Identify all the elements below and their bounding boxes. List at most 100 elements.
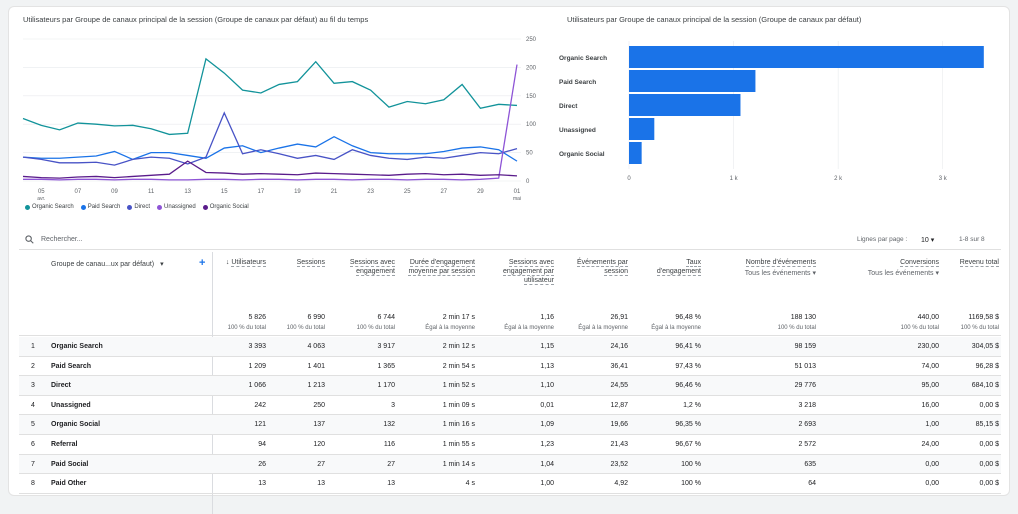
column-header-label: Durée d'engagement moyenne par session: [408, 259, 475, 276]
x-tick-label: 09: [111, 189, 118, 195]
row-index: 1: [31, 343, 35, 350]
x-tick-label: 2 k: [834, 176, 843, 182]
row-value: 230,00: [917, 343, 939, 350]
bar[interactable]: [629, 46, 984, 68]
bar-category-label: Unassigned: [559, 127, 596, 134]
row-value: 120: [313, 440, 325, 448]
row-value: 4 s: [465, 480, 475, 488]
y-tick-label: 100: [526, 122, 537, 128]
row-value: 95,00: [921, 382, 939, 390]
row-value: 1 401: [307, 362, 325, 370]
x-tick-label: 1 k: [730, 176, 739, 182]
rows-per-page-select[interactable]: 10 ▾: [921, 236, 934, 244]
row-dimension[interactable]: Paid Other: [51, 480, 87, 488]
column-header[interactable]: Revenu total: [939, 258, 999, 267]
row-index: 6: [31, 440, 35, 448]
row-value: 0,00 $: [979, 401, 999, 409]
legend-item: Direct: [127, 204, 150, 210]
row-value: 27: [317, 460, 325, 468]
x-tick-sublabel: mai: [513, 196, 521, 202]
legend-swatch: [202, 204, 208, 210]
table-row[interactable]: 2 Paid Search 1 209 1 401 1 365 2 min 54 s 1,1…: [19, 357, 1001, 377]
row-index: 7: [31, 460, 35, 468]
column-header[interactable]: ↓ Utilisateurs: [206, 258, 266, 267]
row-value: 74,00: [921, 362, 939, 370]
row-value: 1 min 55 s: [442, 440, 475, 448]
x-tick-label: 01: [514, 189, 521, 195]
column-header[interactable]: Sessions: [265, 258, 325, 267]
column-total: 6 990 100 % du total: [265, 312, 325, 334]
total-percentage: Égal à la moyenne: [651, 325, 701, 331]
column-header[interactable]: Sessions avec engagement par utilisateur: [484, 258, 554, 285]
total-percentage: 100 % du total: [960, 325, 999, 331]
row-value: 1,15: [540, 343, 554, 350]
row-dimension[interactable]: Organic Social: [51, 421, 101, 429]
table-header: Groupe de canau...ux par défaut) ▾ + ↓ U…: [19, 252, 1001, 336]
bar[interactable]: [629, 142, 642, 164]
row-value: 132: [383, 421, 395, 429]
row-dimension[interactable]: Organic Search: [51, 343, 103, 350]
row-value: 1 min 16 s: [442, 421, 475, 429]
row-dimension[interactable]: Unassigned: [51, 401, 91, 409]
row-index: 2: [31, 362, 35, 370]
bar[interactable]: [629, 70, 756, 92]
row-value: 27: [387, 460, 395, 468]
column-header-label: Sessions: [296, 259, 325, 267]
row-value: 100 %: [681, 480, 701, 488]
total-value: 1169,58 $: [968, 314, 999, 321]
table-row[interactable]: 7 Paid Social 26 27 27 1 min 14 s 1,04 23,52 100…: [19, 454, 1001, 475]
table-row[interactable]: 8 Paid Other 13 13 13 4 s 1,00 4,92 100 % 64 0,00 0…: [19, 474, 1001, 494]
row-value: 4,92: [614, 480, 628, 488]
bar[interactable]: [629, 94, 741, 116]
column-total: 6 744 100 % du total: [335, 312, 395, 334]
legend-item: Organic Search: [25, 204, 74, 210]
row-dimension[interactable]: Paid Social: [51, 460, 89, 468]
row-value: 13: [317, 480, 325, 488]
search-input[interactable]: Rechercher...: [41, 236, 83, 243]
rows-per-page-label: Lignes par page :: [857, 236, 908, 243]
table-row[interactable]: 3 Direct 1 066 1 213 1 170 1 min 52 s 1,10 24,5…: [19, 376, 1001, 396]
x-tick-label: 13: [184, 189, 191, 195]
table-row[interactable]: 4 Unassigned 242 250 3 1 min 09 s 0,01 12,87 1,2…: [19, 396, 1001, 416]
row-dimension[interactable]: Referral: [51, 440, 78, 448]
column-header-subtitle[interactable]: Tous les événements ▾: [867, 270, 939, 277]
total-value: 96,48 %: [675, 314, 701, 321]
row-value: 1 066: [248, 382, 266, 390]
column-header-label: Revenu total: [959, 259, 999, 267]
column-header[interactable]: Nombre d'événements Tous les événements ▾: [716, 258, 816, 278]
y-tick-label: 0: [526, 179, 530, 185]
bar[interactable]: [629, 118, 655, 140]
legend-label: Organic Social: [209, 204, 249, 210]
total-value: 26,91: [610, 314, 628, 321]
column-total: 2 min 17 s Égal à la moyenne: [403, 312, 475, 334]
legend-label: Direct: [134, 204, 151, 210]
column-header[interactable]: Durée d'engagement moyenne par session: [403, 258, 475, 276]
row-index: 8: [31, 480, 35, 488]
row-index: 5: [31, 421, 35, 429]
table-row[interactable]: 5 Organic Social 121 137 132 1 min 16 s 1,09 19…: [19, 415, 1001, 435]
row-value: 137: [313, 421, 325, 429]
row-dimension[interactable]: Direct: [51, 382, 71, 390]
x-tick-label: 07: [75, 189, 82, 195]
dimension-header-label: Groupe de canau...ux par défaut): [51, 261, 155, 268]
column-header[interactable]: Conversions Tous les événements ▾: [839, 258, 939, 278]
dimension-header[interactable]: Groupe de canau...ux par défaut) ▾: [51, 260, 164, 268]
table-row[interactable]: 6 Referral 94 120 116 1 min 55 s 1,23 21,43 96,6…: [19, 435, 1001, 455]
row-value: 3: [391, 401, 395, 409]
x-tick-label: 21: [331, 189, 338, 195]
row-value: 1,00: [925, 421, 939, 429]
column-header[interactable]: Événements par session: [568, 258, 628, 276]
column-header[interactable]: Taux d'engagement: [641, 258, 701, 276]
row-value: 36,41: [610, 362, 628, 370]
total-percentage: 100 % du total: [227, 325, 266, 331]
row-value: 1,23: [540, 440, 554, 448]
bar-chart: 0 1 k 2 k 3 k Organic Search Paid Search Direc…: [559, 41, 984, 182]
row-value: 1,00: [540, 480, 554, 488]
table-row[interactable]: 1 Organic Search 3 393 4 063 3 917 2 min 12 s…: [19, 337, 1001, 357]
row-dimension[interactable]: Paid Search: [51, 362, 92, 370]
row-value: 250: [313, 401, 325, 409]
add-dimension-icon[interactable]: +: [199, 257, 206, 269]
column-header[interactable]: Sessions avec engagement: [335, 258, 395, 276]
row-value: 1 min 52 s: [442, 382, 475, 390]
column-header-subtitle[interactable]: Tous les événements ▾: [744, 270, 816, 277]
